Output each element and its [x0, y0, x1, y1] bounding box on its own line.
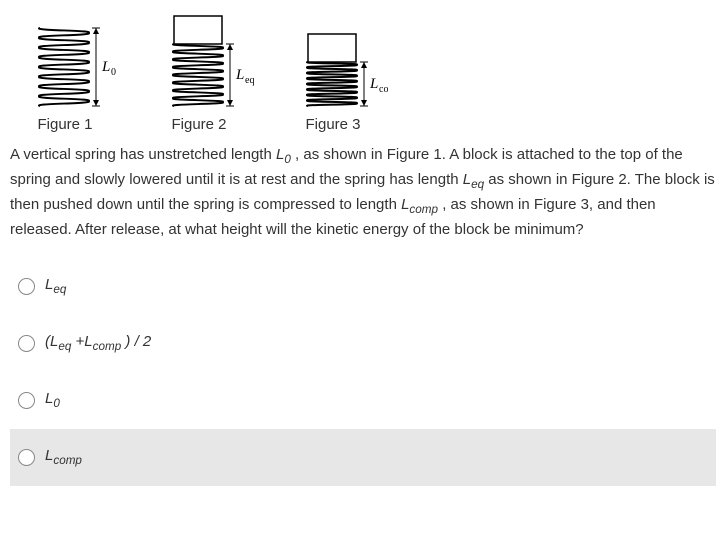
- dimension-arrow-icon: [226, 44, 234, 106]
- option-b[interactable]: (Leq +Lcomp ) / 2: [10, 315, 716, 372]
- figure-caption: Figure 2: [171, 114, 226, 136]
- opt-var-sub: comp: [93, 340, 122, 353]
- option-label: Lcomp: [45, 445, 82, 470]
- figure-svg: Leq: [144, 10, 254, 110]
- dimension-arrow-icon: [360, 62, 368, 106]
- opt-var: (L: [45, 333, 58, 350]
- option-label: (Leq +Lcomp ) / 2: [45, 331, 151, 356]
- opt-var: ) / 2: [121, 333, 151, 350]
- radio-icon: [18, 449, 35, 466]
- figure-caption: Figure 3: [305, 114, 360, 136]
- spring-icon: [173, 44, 223, 106]
- option-c[interactable]: L0: [10, 372, 716, 429]
- length-label: L: [369, 76, 378, 92]
- radio-icon: [18, 278, 35, 295]
- figure-svg: Lcomp: [278, 10, 388, 110]
- length-label: L: [235, 67, 244, 83]
- q-var-sub: comp: [409, 203, 438, 216]
- spring-icon: [39, 28, 89, 106]
- opt-var-sub: comp: [53, 454, 82, 467]
- question-text: A vertical spring has unstretched length…: [10, 144, 716, 241]
- q-var-sub: 0: [284, 153, 291, 166]
- q-var-sub: eq: [471, 178, 484, 191]
- opt-var: +L: [71, 333, 92, 350]
- length-label-sub: 0: [111, 67, 116, 78]
- q-seg: A vertical spring has unstretched length: [10, 146, 276, 163]
- figure: L0 Figure 1: [10, 10, 120, 136]
- option-label: Leq: [45, 274, 66, 299]
- option-d[interactable]: Lcomp: [10, 429, 716, 486]
- block-icon: [174, 16, 222, 44]
- dimension-arrow-icon: [92, 28, 100, 106]
- options-list: Leq (Leq +Lcomp ) / 2 L0 Lcomp: [10, 258, 716, 486]
- spring-icon: [307, 62, 357, 106]
- figure-caption: Figure 1: [37, 114, 92, 136]
- opt-var-sub: eq: [58, 340, 71, 353]
- figures-row: L0Figure 1LeqFigure 2LcompFigure 3: [10, 10, 716, 136]
- option-label: L0: [45, 388, 60, 413]
- figure: Lcomp Figure 3: [278, 10, 388, 136]
- length-label-sub: eq: [245, 75, 254, 86]
- figure-svg: L0: [10, 10, 120, 110]
- q-var: L: [463, 171, 471, 188]
- radio-icon: [18, 392, 35, 409]
- length-label-sub: comp: [379, 84, 388, 95]
- opt-var-sub: 0: [53, 397, 60, 410]
- block-icon: [308, 34, 356, 62]
- length-label: L: [101, 59, 110, 75]
- opt-var-sub: eq: [53, 283, 66, 296]
- radio-icon: [18, 335, 35, 352]
- figure: Leq Figure 2: [144, 10, 254, 136]
- option-a[interactable]: Leq: [10, 258, 716, 315]
